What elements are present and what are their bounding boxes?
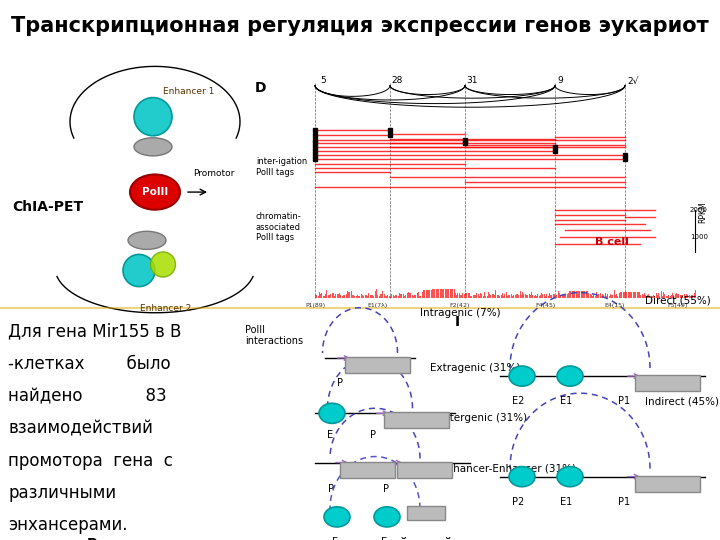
- FancyBboxPatch shape: [407, 506, 445, 520]
- Text: промотора  гена  с: промотора гена с: [8, 451, 173, 469]
- Text: Распределение выявленных взаимодействий «промотор-энхансер»: Распределение выявленных взаимодействий …: [87, 537, 633, 540]
- Text: 1000: 1000: [690, 234, 708, 240]
- Text: Promotor: Promotor: [193, 169, 235, 178]
- Text: inter-igation
PolII tags: inter-igation PolII tags: [256, 157, 307, 177]
- Ellipse shape: [324, 507, 350, 527]
- Text: P1(89): P1(89): [305, 303, 325, 308]
- Text: энхансерами.: энхансерами.: [8, 516, 127, 534]
- Text: Для гена Mir155 в В: Для гена Mir155 в В: [8, 323, 181, 341]
- FancyBboxPatch shape: [345, 357, 410, 373]
- Text: Enhancer 2: Enhancer 2: [140, 303, 192, 313]
- FancyBboxPatch shape: [397, 462, 452, 478]
- Text: P: P: [328, 484, 334, 494]
- Ellipse shape: [509, 467, 535, 487]
- Text: B cell: B cell: [595, 238, 629, 247]
- Text: E2: E2: [512, 396, 524, 406]
- FancyBboxPatch shape: [635, 375, 700, 391]
- Text: F5(49): F5(49): [668, 303, 688, 308]
- Text: E1(7λ): E1(7λ): [368, 303, 388, 308]
- Ellipse shape: [134, 138, 172, 156]
- Text: Extragenic (31%): Extragenic (31%): [430, 363, 521, 373]
- Ellipse shape: [557, 366, 583, 386]
- Text: E1: E1: [560, 396, 572, 406]
- Text: F4(45): F4(45): [535, 303, 555, 308]
- Text: E: E: [332, 537, 338, 540]
- Text: 2000: 2000: [690, 207, 708, 213]
- Ellipse shape: [123, 254, 155, 287]
- Text: I: I: [455, 315, 460, 329]
- Ellipse shape: [128, 231, 166, 249]
- Text: Indirect (45%): Indirect (45%): [645, 396, 719, 406]
- Text: 2√: 2√: [627, 77, 639, 85]
- Text: P1: P1: [618, 396, 630, 406]
- FancyBboxPatch shape: [340, 462, 395, 478]
- Text: ChIA-PET: ChIA-PET: [12, 200, 83, 214]
- Ellipse shape: [150, 252, 176, 277]
- Text: различными: различными: [8, 484, 116, 502]
- Text: 5: 5: [320, 77, 326, 85]
- Ellipse shape: [509, 366, 535, 386]
- Text: P: P: [383, 484, 389, 494]
- Text: E: E: [327, 430, 333, 441]
- Text: 9: 9: [557, 77, 563, 85]
- Text: PolII
interactions: PolII interactions: [245, 325, 303, 347]
- Text: Direct (55%): Direct (55%): [645, 296, 711, 306]
- Ellipse shape: [134, 98, 172, 136]
- Text: P: P: [337, 378, 343, 388]
- Text: Enhancer 1: Enhancer 1: [163, 86, 215, 96]
- Text: Enhancer-Enhancer (31%): Enhancer-Enhancer (31%): [440, 463, 576, 474]
- FancyBboxPatch shape: [635, 476, 700, 492]
- Ellipse shape: [319, 403, 345, 423]
- Text: E: E: [381, 537, 387, 540]
- Text: P2: P2: [512, 497, 524, 507]
- Text: chromatin-
associated
PolII tags: chromatin- associated PolII tags: [256, 212, 302, 242]
- Text: P1: P1: [618, 497, 630, 507]
- Text: RPKM: RPKM: [698, 201, 707, 223]
- Ellipse shape: [557, 467, 583, 487]
- Text: E1: E1: [560, 497, 572, 507]
- Text: Транскрипционная регуляция экспрессии генов эукариот: Транскрипционная регуляция экспрессии ге…: [11, 16, 709, 36]
- Text: 28: 28: [391, 77, 402, 85]
- Text: взаимодействий: взаимодействий: [8, 420, 153, 437]
- Text: найдено            83: найдено 83: [8, 387, 166, 405]
- Text: PolII: PolII: [142, 187, 168, 197]
- Ellipse shape: [374, 507, 400, 527]
- Text: P: P: [370, 430, 376, 441]
- Text: Intergenic (31%): Intergenic (31%): [440, 413, 527, 423]
- Text: D: D: [255, 82, 266, 96]
- Text: -клетках        было: -клетках было: [8, 355, 171, 373]
- Text: E4(15): E4(15): [605, 303, 625, 308]
- Text: 31: 31: [467, 77, 478, 85]
- FancyBboxPatch shape: [384, 413, 449, 428]
- Text: F2(42): F2(42): [450, 303, 470, 308]
- Text: Intragenic (7%): Intragenic (7%): [420, 308, 500, 318]
- Ellipse shape: [130, 174, 180, 210]
